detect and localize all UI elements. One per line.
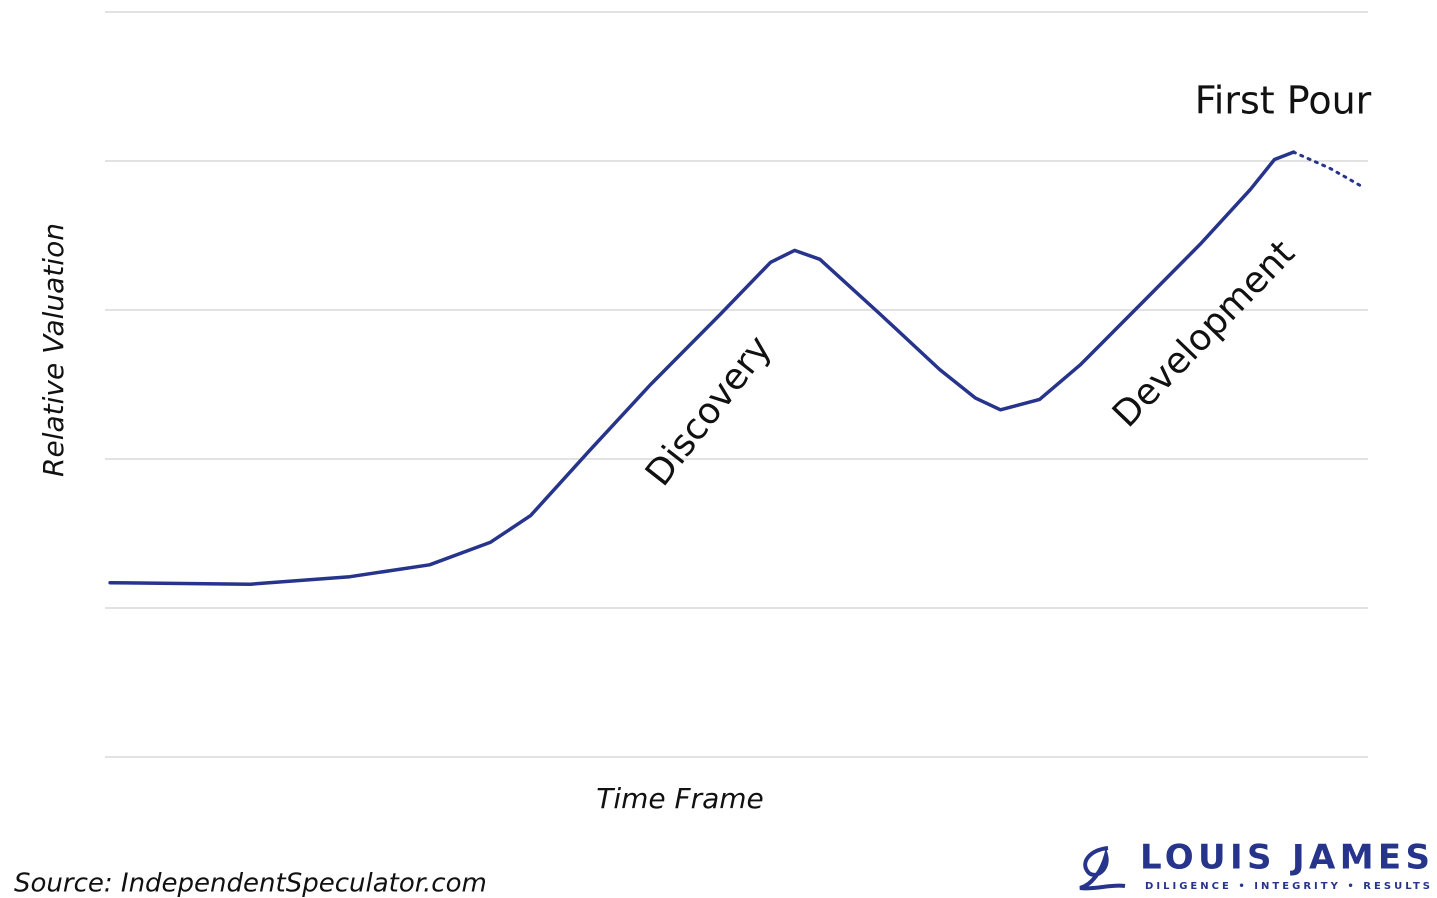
logo-mark (1079, 846, 1126, 891)
line-series (108, 150, 1296, 586)
grid (105, 11, 1368, 758)
y-axis-label: Relative Valuation (37, 223, 70, 477)
annotation: Development (1105, 233, 1303, 436)
x-axis-label: Time Frame (596, 782, 764, 815)
line-series (1292, 150, 1364, 188)
annotation: First Pour (1195, 79, 1372, 123)
brand-tagline: DILIGENCE • INTEGRITY • RESULTS (1145, 881, 1430, 892)
lines (108, 150, 1364, 586)
source: Source: IndependentSpeculator.com (14, 869, 487, 898)
brand-name: LOUIS JAMES (1140, 838, 1430, 878)
annotation: Discovery (638, 328, 780, 493)
